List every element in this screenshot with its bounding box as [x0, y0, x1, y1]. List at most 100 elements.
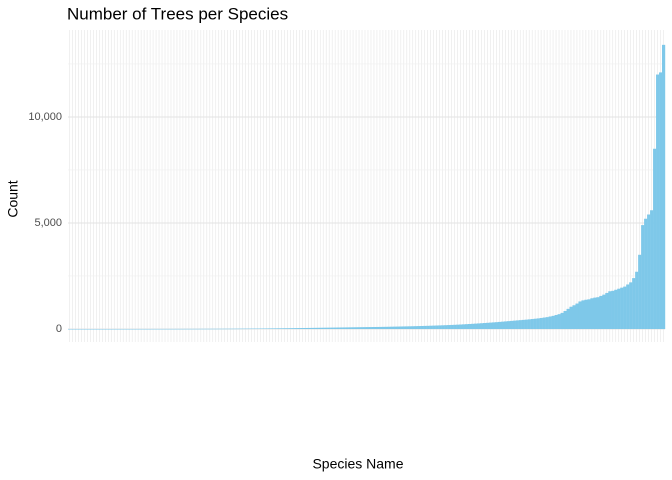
- bar: [79, 328, 84, 330]
- bar: [312, 327, 316, 330]
- bar: [265, 328, 269, 330]
- bar: [223, 328, 227, 330]
- bar: [563, 310, 567, 330]
- bar: [303, 327, 307, 330]
- bar: [518, 320, 522, 330]
- bar: [447, 325, 451, 330]
- bar: [118, 328, 122, 330]
- bar: [626, 284, 630, 330]
- bar: [103, 328, 108, 330]
- bar: [190, 328, 194, 330]
- bar: [491, 322, 496, 330]
- bar: [420, 325, 424, 330]
- bar: [503, 321, 507, 330]
- bar: [408, 326, 412, 330]
- bar: [545, 317, 549, 330]
- bar: [354, 327, 358, 330]
- bar: [441, 325, 445, 330]
- bar: [530, 319, 534, 330]
- y-tick-label: 0: [56, 323, 62, 335]
- y-tick-label: 5,000: [34, 217, 62, 229]
- bar: [276, 328, 281, 330]
- bar: [267, 328, 272, 330]
- bar: [333, 327, 337, 330]
- bar: [100, 328, 105, 330]
- bar: [94, 328, 99, 330]
- bar: [659, 72, 663, 330]
- bar: [497, 321, 502, 330]
- bar: [539, 317, 543, 330]
- bar: [470, 323, 475, 330]
- bar: [315, 327, 319, 330]
- bar: [635, 271, 639, 330]
- bar: [423, 325, 427, 330]
- bar: [560, 312, 564, 330]
- bar: [196, 328, 200, 330]
- bar: [438, 325, 442, 330]
- bar: [288, 328, 293, 330]
- y-tick-label: 10,000: [28, 111, 62, 123]
- bar: [130, 328, 134, 330]
- bar: [282, 328, 287, 330]
- bar: [97, 328, 102, 330]
- bar: [241, 328, 245, 330]
- bar: [202, 328, 206, 330]
- bar: [453, 324, 457, 330]
- bar: [623, 286, 627, 330]
- bar: [360, 327, 364, 330]
- bar: [650, 210, 654, 330]
- bar: [318, 327, 322, 330]
- bar: [211, 328, 215, 330]
- bar: [187, 328, 191, 330]
- bar: [220, 328, 224, 330]
- bar: [366, 327, 370, 330]
- bar: [285, 328, 290, 330]
- bar: [611, 290, 615, 330]
- bar: [459, 324, 463, 330]
- bar: [542, 317, 546, 330]
- bar: [109, 328, 113, 330]
- bar: [620, 287, 624, 330]
- bar: [432, 325, 436, 330]
- bar: [515, 320, 519, 330]
- bar: [166, 328, 170, 330]
- bar: [662, 44, 666, 330]
- bar: [375, 326, 379, 330]
- bar: [378, 326, 382, 330]
- bar: [444, 325, 448, 330]
- bar: [169, 328, 173, 330]
- bar: [644, 218, 648, 330]
- bar: [339, 327, 343, 330]
- bar: [467, 323, 472, 330]
- bar: [450, 324, 454, 330]
- bar: [136, 328, 140, 330]
- bar: [372, 327, 376, 330]
- bar: [524, 319, 528, 330]
- bar: [396, 326, 400, 330]
- bar: [608, 291, 612, 330]
- bar: [587, 299, 591, 330]
- bar: [178, 328, 182, 330]
- bar: [151, 328, 155, 330]
- bar: [569, 306, 573, 330]
- bar: [599, 295, 603, 330]
- bar: [327, 327, 331, 330]
- bar: [363, 327, 367, 330]
- bar: [148, 328, 152, 330]
- bar: [384, 326, 388, 330]
- bar: [291, 328, 296, 330]
- bar: [270, 328, 275, 330]
- bar: [181, 328, 185, 330]
- bar: [557, 314, 561, 330]
- bar: [91, 328, 96, 330]
- bar: [527, 319, 531, 330]
- bar: [414, 326, 418, 330]
- bar: [121, 328, 125, 330]
- bar: [250, 328, 254, 330]
- bar: [259, 328, 263, 330]
- bar: [593, 297, 597, 330]
- bar: [309, 327, 313, 330]
- bar: [536, 318, 540, 330]
- bar: [112, 328, 116, 330]
